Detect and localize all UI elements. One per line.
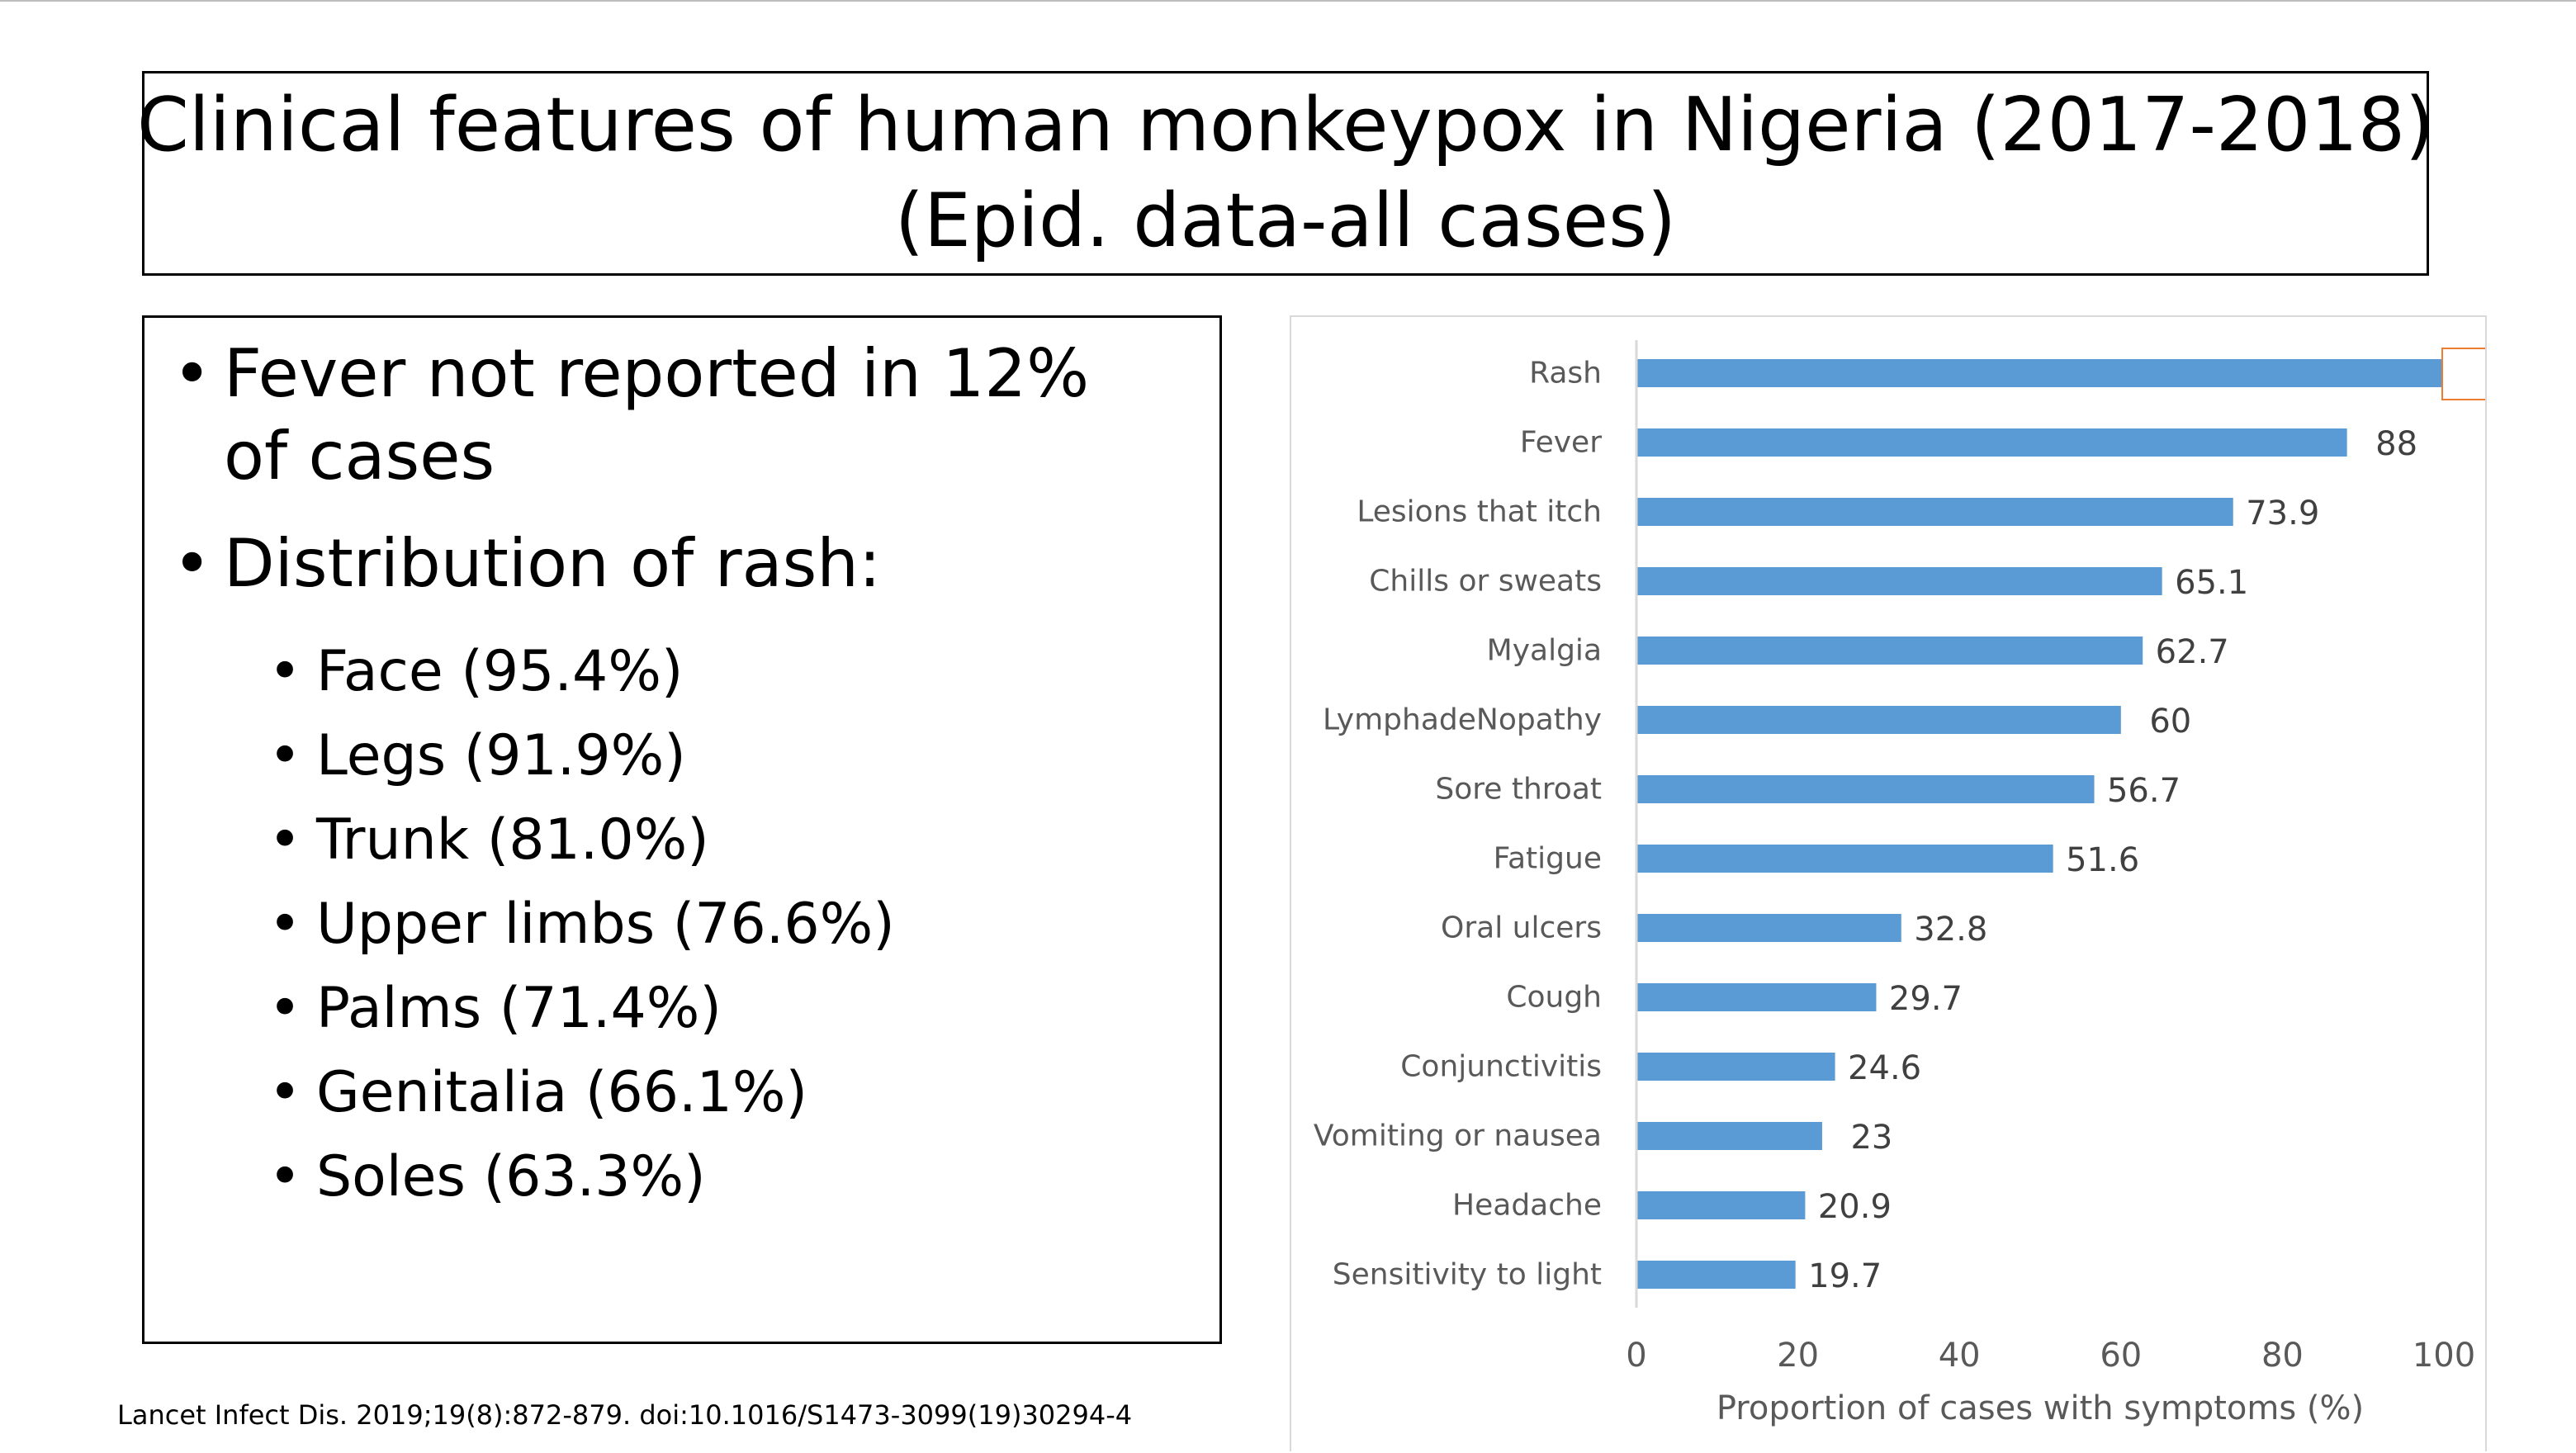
bullets-box: • Fever not reported in 12% of cases • D… [142,315,1222,1344]
rash-site-item: • Trunk (81.0%) [161,798,1203,883]
sub-bullet-dot-icon: • [268,639,302,704]
x-tick-label: 0 [1626,1337,1646,1375]
category-label: Lesions that itch [1357,495,1602,529]
highlight-label-box [2441,348,2485,400]
bar-cough [1636,983,1877,1011]
data-label: 23 [1850,1119,1892,1157]
rash-site-item: • Genitalia (66.1%) [161,1051,1203,1135]
chart-frame: Rash 100 Fever 88 Lesions that itch 73.9 Chill… [1290,315,2487,1451]
category-label: Vomiting or nausea [1314,1119,1602,1153]
bar-lymphadenopathy [1636,706,2121,734]
bar-conjunctivitis [1636,1053,1835,1081]
category-label: Fever [1520,426,1602,460]
bar-sore-throat [1636,775,2095,803]
category-label: Oral ulcers [1441,911,1602,945]
data-label: 73.9 [2246,495,2319,532]
citation: Lancet Infect Dis. 2019;19(8):872-879. d… [117,1399,1133,1431]
category-label: Headache [1452,1189,1602,1223]
data-label: 19.7 [1808,1257,1882,1295]
data-label: 88 [2375,425,2417,463]
bar-chills-or-sweats [1636,567,2162,595]
bar-rash [1636,359,2444,387]
x-axis-title: Proportion of cases with symptoms (%) [1717,1389,2364,1427]
bullet-fever-text: Fever not reported in 12% of cases [224,335,1090,495]
slide-title-line2: (Epid. data-all cases) [894,177,1677,264]
sub-bullet-dot-icon: • [268,723,302,788]
category-label: Rash [1529,357,1602,390]
bar-sensitivity-to-light [1636,1261,1796,1289]
category-label: Chills or sweats [1369,565,1602,599]
rash-site-text: Face (95.4%) [316,639,684,704]
bullet-dot-icon: • [173,335,212,412]
bullet-rash-text: Distribution of rash: [224,525,881,602]
bar-vomiting-or-nausea [1636,1122,1822,1150]
rash-site-item: • Palms (71.4%) [161,967,1203,1051]
bar-fever [1636,428,2347,457]
x-tick-label: 40 [1939,1337,1981,1375]
sub-bullet-dot-icon: • [268,892,302,957]
category-label: Fatigue [1494,842,1602,876]
x-tick-label: 20 [1777,1337,1819,1375]
sub-bullet-dot-icon: • [268,1060,302,1125]
rash-site-text: Palms (71.4%) [316,976,722,1041]
data-label: 32.8 [1914,911,1987,949]
bullet-fever: • Fever not reported in 12% of cases [161,333,1203,498]
data-label: 62.7 [2156,633,2229,671]
category-label: Sensitivity to light [1333,1258,1602,1292]
rash-site-item: • Legs (91.9%) [161,714,1203,798]
rash-site-text: Genitalia (66.1%) [316,1060,807,1125]
top-rule [0,0,2576,2]
data-label: 60 [2149,703,2191,741]
x-tick-label: 60 [2100,1337,2142,1375]
data-label: 20.9 [1818,1188,1892,1226]
x-tick-label: 80 [2261,1337,2304,1375]
rash-site-item: • Upper limbs (76.6%) [161,883,1203,967]
symptom-bar-chart: Rash 100 Fever 88 Lesions that itch 73.9 Chill… [1314,340,2485,1427]
rash-site-text: Upper limbs (76.6%) [316,892,895,957]
rash-site-text: Trunk (81.0%) [316,807,709,873]
category-label: Conjunctivitis [1400,1050,1602,1084]
bar-myalgia [1636,637,2143,665]
rash-site-text: Soles (63.3%) [316,1144,706,1209]
bar-fatigue [1636,845,2053,873]
rash-site-item: • Soles (63.3%) [161,1135,1203,1219]
x-tick-label: 100 [2413,1337,2475,1375]
data-label: 65.1 [2175,564,2248,602]
data-label: 29.7 [1889,980,1963,1018]
data-label: 56.7 [2107,772,2181,810]
bullet-dot-icon: • [173,525,212,602]
category-label: Myalgia [1487,634,1602,668]
category-label: LymphadeNopathy [1323,703,1602,737]
sub-bullet-dot-icon: • [268,1144,302,1209]
category-label: Sore throat [1435,773,1602,807]
category-label: Cough [1506,981,1602,1015]
sub-bullet-dot-icon: • [268,976,302,1041]
rash-site-text: Legs (91.9%) [316,723,686,788]
bullet-rash: • Distribution of rash: [161,523,1203,605]
rash-site-item: • Face (95.4%) [161,630,1203,714]
data-label: 51.6 [2066,841,2139,879]
title-box: Clinical features of human monkeypox in … [137,71,2434,276]
data-label: 24.6 [1848,1049,1921,1087]
sub-bullet-dot-icon: • [268,807,302,873]
bar-oral-ulcers [1636,914,1901,942]
bar-headache [1636,1191,1806,1219]
bar-lesions-that-itch [1636,498,2233,526]
slide-title-line1: Clinical features of human monkeypox in … [136,82,2435,168]
